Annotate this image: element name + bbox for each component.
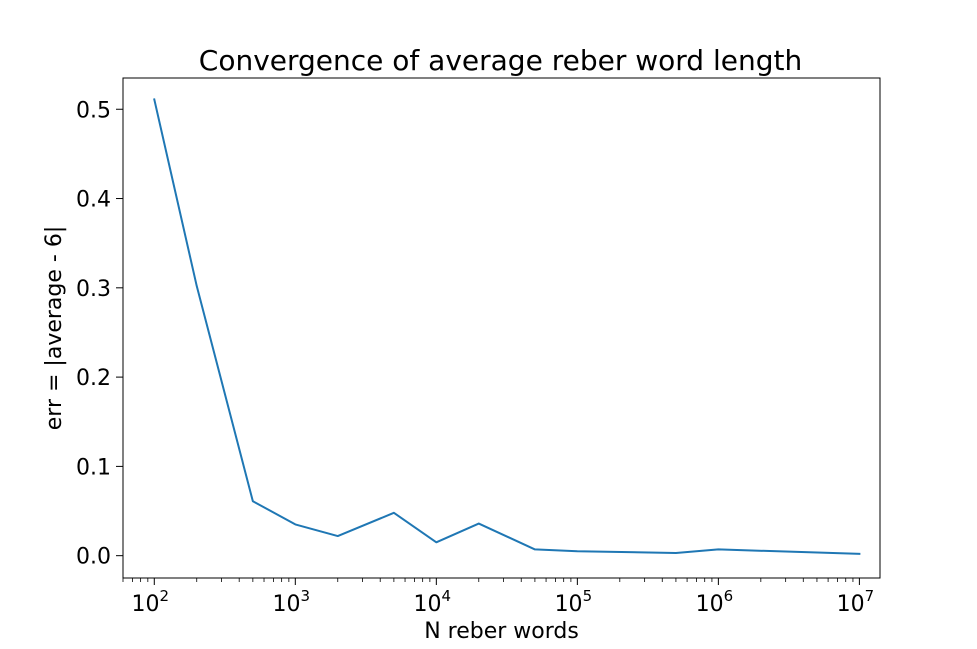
y-tick-label: 0.4 [76,188,111,213]
x-tick-label: 103 [273,587,311,617]
x-tick-label: 107 [837,587,875,617]
x-tick-label: 106 [696,587,734,617]
axes-frame [122,77,881,579]
y-axis-label: err = |average - 6| [42,226,67,430]
plot-area: 0.0 0.1 0.2 0.3 0.4 0.5 102 103 104 105 106 107 [76,77,881,617]
y-tick-label: 0.1 [76,455,111,480]
y-tick-label: 0.2 [76,366,111,391]
y-tick-label: 0.5 [76,98,111,123]
x-tick-label: 104 [414,587,452,617]
x-tick-label: 102 [132,587,170,617]
x-tick-label: 105 [555,587,593,617]
y-tick-label: 0.3 [76,277,111,302]
chart-title: Convergence of average reber word length [199,44,802,77]
y-tick-label: 0.0 [76,545,111,570]
x-axis-label: N reber words [424,619,579,644]
